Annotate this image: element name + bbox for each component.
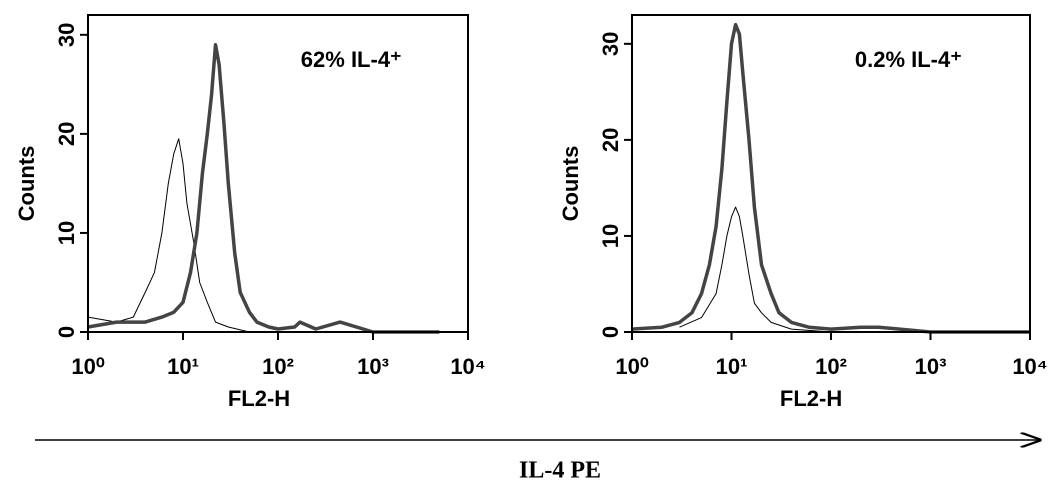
x-tick-label: 10⁴ [1012,354,1047,379]
x-tick-label: 10¹ [167,354,199,379]
annotation: 62% IL-4⁺ [301,47,402,72]
y-tick-label: 30 [54,23,79,47]
annotation: 0.2% IL-4⁺ [855,47,962,72]
x-tick-label: 10² [262,354,294,379]
x-tick-label: 10¹ [716,354,748,379]
y-tick-label: 20 [54,122,79,146]
histogram-line [87,42,440,334]
y-tick-label: 0 [54,326,79,338]
y-tick-label: 30 [598,32,623,56]
x-axis-label: FL2-H [780,386,842,411]
y-axis-label: Counts [558,146,583,222]
y-tick-label: 10 [598,224,623,248]
x-axis-label: FL2-H [228,386,290,411]
y-tick-label: 10 [54,221,79,245]
plot-frame [631,14,1031,333]
footer-label: IL-4 PE [519,458,601,484]
x-tick-label: 10³ [915,354,947,379]
y-tick-label: 0 [598,326,623,338]
histogram-line [87,138,440,333]
x-tick-label: 10² [815,354,847,379]
y-axis-label: Counts [14,146,39,222]
x-tick-label: 10⁴ [450,354,485,379]
histogram-line [679,206,832,333]
y-tick-label: 20 [598,128,623,152]
plot-frame [87,14,469,333]
histogram-line [631,22,1030,334]
x-tick-label: 10⁰ [71,354,104,379]
x-tick-label: 10³ [357,354,389,379]
x-tick-label: 10⁰ [615,354,648,379]
